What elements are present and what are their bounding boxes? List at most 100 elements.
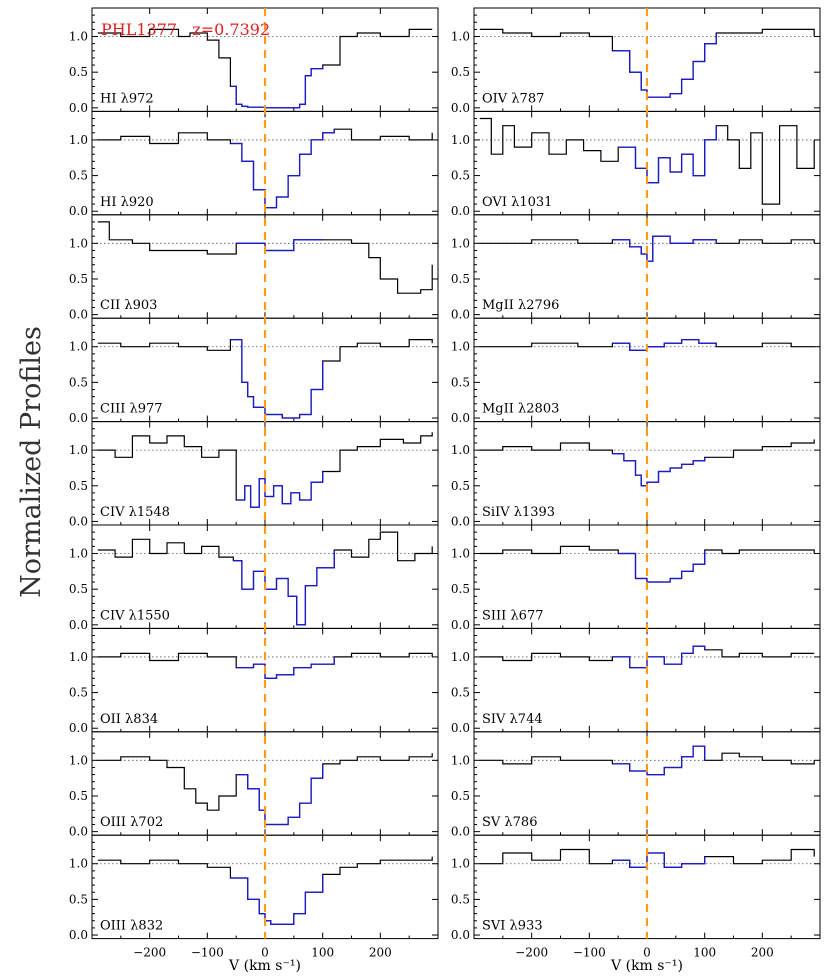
transition-label: OII λ834	[100, 712, 158, 727]
x-tick-label: 100	[311, 946, 334, 960]
y-tick-label: 1.0	[69, 236, 88, 250]
y-tick-label: 1.0	[451, 133, 470, 147]
y-tick-label: 1.0	[69, 753, 88, 767]
y-tick-label: 1.0	[451, 547, 470, 561]
y-tick-label: 0.5	[451, 582, 470, 596]
transition-label: MgII λ2796	[482, 298, 559, 313]
panel-left-ciii-977: 0.0 0.5 1.0 CIII λ977	[69, 317, 439, 425]
y-tick-label: 0.0	[451, 825, 470, 839]
y-tick-label: 0.5	[69, 582, 88, 596]
panel-right-sv-786: 0.0 0.5 1.0 SV λ786	[451, 731, 821, 839]
fit-window-line	[618, 125, 717, 184]
x-tick-label: 0	[643, 946, 651, 960]
x-tick-label: 0	[261, 946, 269, 960]
fit-window-line	[612, 453, 706, 487]
y-tick-label: 0.0	[451, 101, 470, 115]
transition-label: CII λ903	[100, 298, 157, 313]
transition-label: OIII λ832	[100, 919, 163, 934]
panel-right-siiv-1393: 0.0 0.5 1.0 SiIV λ1393	[451, 421, 821, 528]
overlays: −200 −100 0 100 200 −200 −100 0 100 200	[133, 8, 774, 960]
transition-label: CIV λ1548	[100, 505, 170, 520]
y-tick-label: 1.0	[451, 753, 470, 767]
y-tick-label: 0.5	[69, 892, 88, 906]
y-tick-label: 0.5	[451, 789, 470, 803]
transition-label: SIV λ744	[482, 712, 543, 727]
transition-label: HI λ920	[100, 195, 154, 210]
fit-window-line	[612, 852, 706, 868]
transition-label: MgII λ2803	[482, 402, 559, 417]
y-tick-label: 0.5	[451, 686, 470, 700]
transition-label: SIII λ677	[482, 608, 544, 623]
x-tick-label: −200	[133, 946, 166, 960]
y-tick-label: 0.0	[69, 721, 88, 735]
y-tick-label: 0.0	[451, 721, 470, 735]
panel-right-mgii-2796: 0.0 0.5 1.0 MgII λ2796	[451, 214, 821, 322]
y-tick-label: 1.0	[451, 443, 470, 457]
y-axis-label: Normalized Profiles	[16, 326, 47, 598]
y-tick-label: 0.0	[69, 514, 88, 528]
fit-window-line	[612, 338, 717, 351]
fit-window-line	[230, 129, 335, 209]
panel-right-ovi-1031: 0.0 0.5 1.0 OVI λ1031	[451, 110, 821, 218]
y-tick-label: 1.0	[69, 857, 88, 871]
x-tick-label: −100	[191, 946, 224, 960]
fit-window-line	[236, 239, 323, 252]
y-tick-label: 1.0	[451, 30, 470, 44]
x-tick-label: −200	[515, 946, 548, 960]
y-tick-label: 1.0	[451, 340, 470, 354]
x-tick-label: 100	[693, 946, 716, 960]
fit-window-line	[236, 471, 324, 508]
fit-window-line	[233, 550, 335, 626]
fit-window-line	[230, 65, 324, 109]
panel-left-hi-920: 0.0 0.5 1.0 HI λ920	[69, 110, 439, 218]
y-tick-label: 0.5	[69, 686, 88, 700]
transition-label: HI λ972	[100, 91, 154, 106]
panel-left-civ-1548: 0.0 0.5 1.0 CIV λ1548	[69, 421, 439, 528]
y-tick-label: 1.0	[69, 443, 88, 457]
y-tick-label: 0.5	[451, 375, 470, 389]
y-tick-label: 0.5	[451, 169, 470, 183]
y-tick-label: 0.0	[451, 928, 470, 942]
panel-right-siii-677: 0.0 0.5 1.0 SIII λ677	[451, 524, 821, 632]
fit-window-line	[236, 763, 324, 826]
y-tick-label: 0.5	[451, 479, 470, 493]
object-redshift-label: PHL1377 z=0.7392	[101, 20, 270, 39]
transition-label: SV λ786	[482, 815, 537, 830]
y-tick-label: 1.0	[69, 650, 88, 664]
y-tick-label: 1.0	[69, 547, 88, 561]
x-axis-label-right: V (km s⁻¹)	[610, 958, 683, 974]
x-tick-label: 200	[369, 946, 392, 960]
fit-window-line	[612, 745, 706, 776]
panel-left-oii-834: 0.0 0.5 1.0 OII λ834	[69, 627, 439, 735]
y-tick-label: 1.0	[69, 340, 88, 354]
y-tick-label: 1.0	[69, 133, 88, 147]
y-tick-label: 0.5	[69, 375, 88, 389]
y-tick-label: 0.0	[451, 204, 470, 218]
y-tick-label: 0.0	[69, 928, 88, 942]
x-tick-label: −100	[573, 946, 606, 960]
y-tick-label: 0.5	[69, 65, 88, 79]
fit-window-line	[612, 235, 717, 262]
y-tick-label: 0.0	[451, 514, 470, 528]
fit-window-line	[236, 656, 335, 679]
y-tick-label: 0.0	[69, 204, 88, 218]
y-tick-label: 0.5	[69, 272, 88, 286]
transition-label: SiIV λ1393	[482, 505, 555, 520]
transition-label: OIII λ702	[100, 815, 163, 830]
fit-window-line	[618, 550, 706, 583]
transition-label: OIV λ787	[482, 91, 544, 106]
y-tick-label: 0.5	[69, 169, 88, 183]
panel-left-oiii-832: 0.0 0.5 1.0 OIII λ832	[69, 834, 439, 942]
y-tick-label: 0.0	[451, 411, 470, 425]
y-tick-label: 1.0	[451, 236, 470, 250]
transition-label: CIV λ1550	[100, 608, 170, 623]
panel-right-mgii-2803: 0.0 0.5 1.0 MgII λ2803	[451, 317, 821, 425]
spectrum-line	[479, 545, 815, 583]
y-tick-label: 0.5	[69, 479, 88, 493]
y-tick-label: 0.0	[69, 308, 88, 322]
y-tick-label: 0.0	[451, 618, 470, 632]
y-tick-label: 1.0	[69, 30, 88, 44]
y-tick-label: 0.0	[69, 101, 88, 115]
y-tick-label: 0.5	[451, 892, 470, 906]
